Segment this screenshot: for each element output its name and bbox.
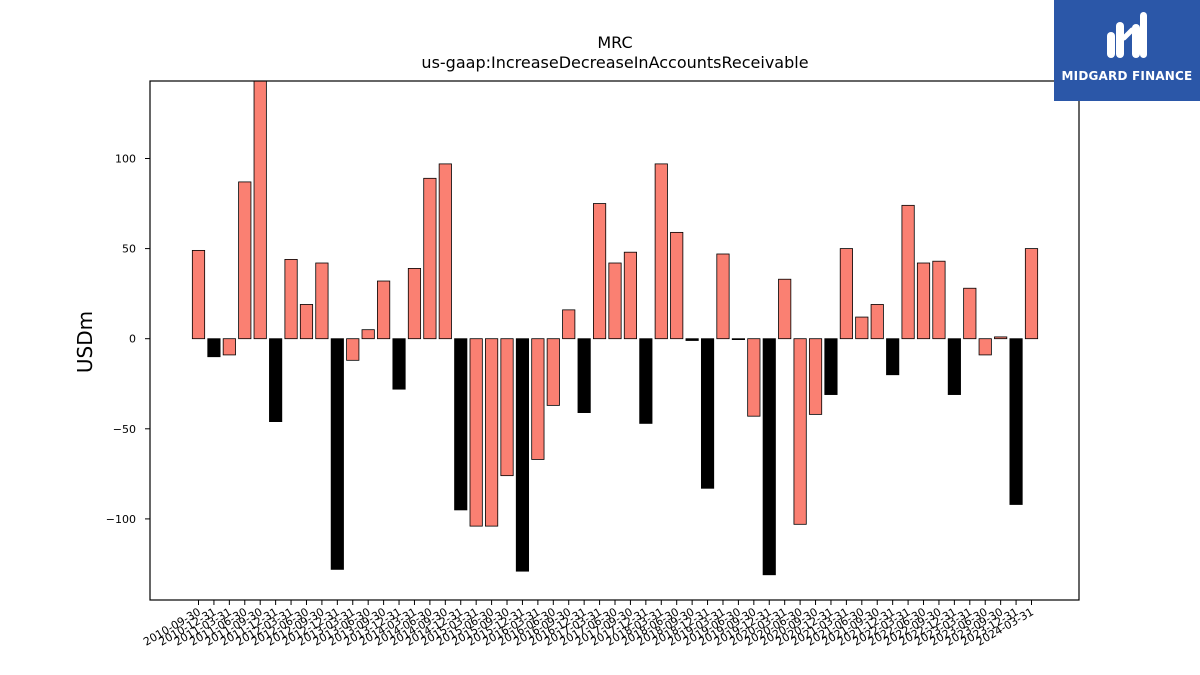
- bar-2016-09-30: [562, 309, 576, 340]
- bar-2016-06-30: [546, 338, 560, 406]
- bar-2018-06-30: [670, 231, 684, 340]
- bar-2013-12-31: [392, 338, 406, 390]
- bar-2012-12-31: [330, 338, 344, 570]
- bar-2010-09-30: [191, 249, 206, 340]
- y-axis: −100 −50 0 50 100: [106, 152, 150, 526]
- bar-2019-09-30: [747, 338, 761, 417]
- bar-2020-12-31: [824, 338, 838, 395]
- bar-2020-09-30: [808, 338, 823, 415]
- y-tick-label: 100: [115, 152, 136, 165]
- bar-2023-09-30: [994, 336, 1008, 340]
- bar-2019-03-31: [716, 253, 730, 340]
- bar-2017-06-30: [608, 262, 622, 340]
- logo-text: MIDGARD FINANCE: [1061, 69, 1193, 83]
- bar-2014-09-30: [438, 163, 452, 340]
- bar-2019-12-31: [762, 338, 776, 576]
- bar-2014-12-31: [454, 338, 468, 511]
- bar-2014-06-30: [423, 177, 437, 340]
- bar-2015-06-30: [485, 338, 499, 527]
- bar-2012-03-31: [284, 259, 298, 340]
- midgard-finance-logo-icon: [1107, 12, 1147, 58]
- bar-2021-06-30: [855, 316, 869, 340]
- bar-2022-06-30: [916, 262, 931, 340]
- bar-2021-03-31: [839, 248, 853, 340]
- chart-subtitle: us-gaap:IncreaseDecreaseInAccountsReceiv…: [421, 53, 808, 72]
- bar-2015-09-30: [500, 338, 514, 477]
- bar-2010-12-31: [207, 338, 221, 358]
- bar-2013-03-31: [346, 338, 360, 361]
- bar-2011-03-31: [222, 338, 236, 356]
- bar-2017-09-30: [623, 251, 638, 340]
- y-tick-label: −100: [106, 513, 136, 526]
- bar-2017-12-31: [639, 338, 653, 424]
- bar-2020-03-31: [778, 278, 792, 340]
- bar-2016-03-31: [531, 338, 545, 460]
- bar-2023-06-30: [978, 338, 992, 356]
- bar-2024-03-31: [1024, 248, 1039, 340]
- bar-2018-09-30: [685, 338, 699, 341]
- y-axis-label: USDm: [73, 311, 97, 373]
- y-tick-label: 50: [122, 243, 136, 256]
- bar-2012-06-30: [299, 304, 314, 340]
- bar-2021-12-31: [886, 338, 900, 376]
- bar-2015-03-31: [469, 338, 483, 527]
- bar-2011-09-30: [253, 81, 267, 340]
- bar-2021-09-30: [870, 304, 884, 340]
- bar-2023-03-31: [963, 287, 977, 340]
- x-axis: 2010-09-302010-12-312011-03-312011-06-30…: [141, 600, 1036, 649]
- y-tick-label: −50: [113, 423, 136, 436]
- bar-2015-12-31: [515, 338, 530, 572]
- bar-2022-03-31: [901, 204, 915, 340]
- bar-2018-12-31: [700, 338, 715, 489]
- bar-2013-06-30: [361, 329, 375, 340]
- bar-2016-12-31: [577, 338, 591, 413]
- bar-2020-06-30: [793, 338, 807, 525]
- y-tick-label: 0: [129, 333, 136, 346]
- bar-2017-03-31: [593, 203, 607, 340]
- bar-2023-12-31: [1009, 338, 1023, 505]
- bar-2022-12-31: [947, 338, 961, 395]
- bar-2012-09-30: [315, 262, 329, 340]
- brand-logo: MIDGARD FINANCE: [1054, 0, 1200, 101]
- bar-2022-09-30: [932, 260, 946, 340]
- bar-2019-06-30: [731, 338, 745, 341]
- bar-2011-06-30: [238, 181, 252, 340]
- bar-2011-12-31: [269, 338, 283, 423]
- bar-2018-03-31: [654, 163, 668, 340]
- bar-2014-03-31: [407, 268, 422, 340]
- bars-layer: [191, 81, 1039, 576]
- bar-2013-09-30: [377, 280, 391, 340]
- plot-frame: [149, 80, 1080, 601]
- chart-title: MRC: [597, 33, 632, 52]
